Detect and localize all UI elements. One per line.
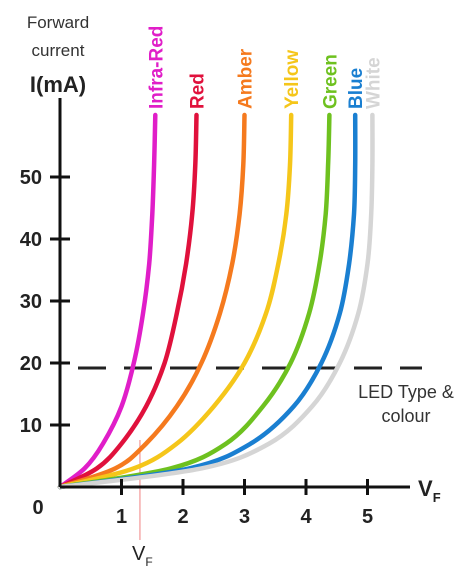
y-tick-label-30: 30 [20,291,42,313]
y-axis-title-line3: I(mA) [30,72,86,97]
x-tick-label-2: 2 [177,506,188,528]
series-label-red: Red [188,73,209,109]
x-tick-label-1: 1 [116,506,127,528]
series-line-yellow [57,112,294,490]
x-axis-title: VF [418,476,441,505]
series-label-white: White [363,57,384,109]
annotation-line1: LED Type & [358,382,454,402]
vf-marker-label: VF [132,543,153,569]
x-tick-label-5: 5 [362,506,373,528]
x-tick-label-3: 3 [239,506,250,528]
series-line-white [57,112,375,490]
series-label-yellow: Yellow [282,50,303,109]
origin-label: 0 [32,497,43,519]
x-tick-label-4: 4 [300,506,312,528]
y-tick-label-10: 10 [20,415,42,437]
series-label-amber: Amber [236,48,257,109]
y-tick-label-40: 40 [20,229,42,251]
series-line-green [57,112,332,490]
series-line-red [57,112,199,490]
y-tick-label-20: 20 [20,353,42,375]
series-label-blue: Blue [346,68,367,109]
series-label-green: Green [320,54,341,109]
y-axis-title-line2: current [32,41,85,60]
y-tick-label-50: 50 [20,167,42,189]
y-axis-title-line1: Forward [27,13,89,32]
series-line-infra-red [57,112,158,490]
series-line-amber [57,112,247,490]
series-line-blue [57,112,358,490]
annotation-line2: colour [381,406,430,426]
series-label-infra-red: Infra-Red [146,26,167,109]
